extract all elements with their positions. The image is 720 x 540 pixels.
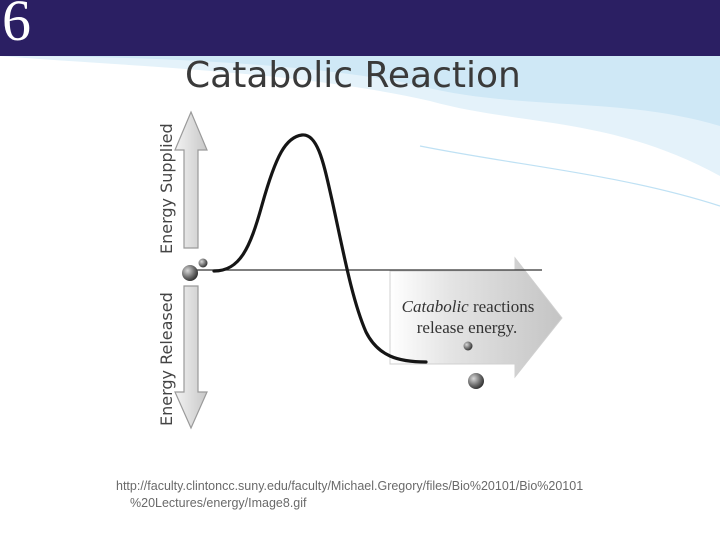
- vertical-energy-arrow: [174, 110, 208, 249]
- arrow-text-line1: Catabolic reactions: [402, 297, 535, 316]
- background-waves: [0, 56, 720, 207]
- arrow-text-italic: Catabolic: [402, 297, 470, 316]
- energy-supplied-label: Energy Supplied: [157, 123, 176, 254]
- slide-title: Catabolic Reaction: [185, 55, 521, 96]
- product-ball-large: [468, 373, 484, 389]
- source-line-2: %20Lectures/energy/Image8.gif: [130, 496, 307, 510]
- slide-number: 6: [2, 0, 31, 53]
- source-citation: http://faculty.clintoncc.suny.edu/facult…: [116, 478, 583, 512]
- energy-curve: [212, 133, 428, 364]
- header-bar: 6: [0, 0, 720, 56]
- source-line-1: http://faculty.clintoncc.suny.edu/facult…: [116, 479, 584, 493]
- energy-released-label: Energy Released: [157, 292, 176, 426]
- reactant-ball-large: [182, 265, 198, 281]
- reactant-ball-small: [198, 258, 208, 268]
- vertical-energy-arrow-down: [174, 285, 208, 430]
- arrow-text-line2: release energy.: [417, 318, 518, 337]
- arrow-text-rest: reactions: [469, 297, 535, 316]
- catabolic-arrow: [389, 256, 563, 379]
- product-ball-small: [463, 341, 473, 351]
